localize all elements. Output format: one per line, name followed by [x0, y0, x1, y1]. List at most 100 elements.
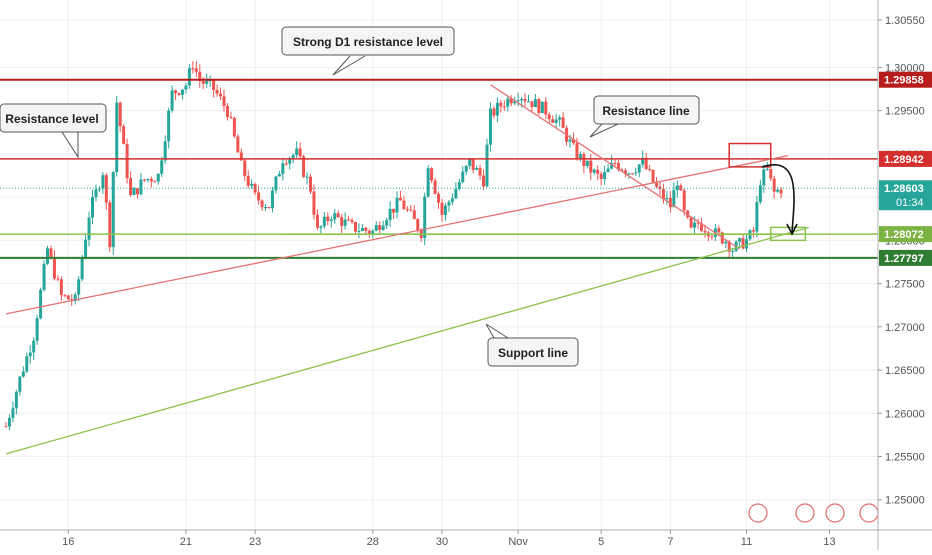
- candle-body: [454, 189, 458, 199]
- candle-body: [295, 148, 299, 156]
- candle-body: [118, 102, 122, 127]
- candle-body: [482, 175, 486, 187]
- time-tick-label: 16: [62, 536, 74, 548]
- candle-body: [703, 230, 707, 233]
- candle-body: [125, 144, 129, 179]
- candle-body: [63, 295, 67, 297]
- candle-body: [170, 90, 174, 111]
- candle-body: [111, 172, 115, 248]
- price-level-tag-text: 1.29858: [884, 75, 924, 87]
- candle-body: [613, 162, 617, 164]
- candle-body: [305, 176, 309, 178]
- candle-body: [357, 230, 361, 232]
- candle-body: [329, 219, 333, 222]
- callout-resistance-line: Resistance line: [589, 95, 700, 138]
- callout-pointer: [485, 323, 509, 339]
- candle-body: [668, 197, 672, 208]
- candle-body: [468, 158, 472, 166]
- callout-box: [281, 26, 455, 56]
- candle-body: [509, 98, 513, 104]
- candle-body: [485, 144, 489, 187]
- candle-body: [540, 101, 544, 114]
- candle-body: [696, 222, 700, 224]
- candle-body: [153, 181, 157, 183]
- candle-body: [450, 198, 454, 202]
- time-tick-label: 30: [436, 536, 448, 548]
- price-axis[interactable]: 1.305501.300001.295001.290001.285001.280…: [878, 15, 925, 507]
- time-axis[interactable]: 16 21 23 28 30 Nov 5 7 11 13: [62, 530, 836, 548]
- candle-body: [568, 139, 572, 142]
- candle-body: [42, 263, 46, 290]
- candle-body: [146, 178, 150, 180]
- candle-body: [66, 295, 70, 300]
- candle-body: [184, 85, 188, 90]
- candle-body: [333, 213, 337, 220]
- candle-body: [353, 222, 357, 232]
- candle-body: [776, 189, 780, 192]
- candle-body: [232, 117, 236, 137]
- candle-body: [430, 168, 434, 181]
- candle-body: [547, 114, 551, 120]
- candle-body: [21, 371, 25, 377]
- candle-body: [475, 168, 479, 170]
- candle-body: [264, 207, 268, 209]
- candle-body: [229, 116, 233, 118]
- candle-body: [336, 213, 340, 218]
- candle-body: [367, 230, 371, 234]
- callout-text: Strong D1 resistance level: [293, 35, 443, 49]
- callout-pointer: [589, 123, 619, 138]
- callout-text: Resistance line: [602, 104, 690, 118]
- candle-body: [731, 250, 735, 252]
- candle-body: [156, 173, 160, 182]
- candle-body: [322, 216, 326, 227]
- candle-body: [284, 163, 288, 165]
- candle-body: [478, 168, 482, 176]
- candle-body: [101, 175, 105, 189]
- watermark-mark: [748, 503, 768, 523]
- callout-box: [0, 103, 107, 133]
- candle-body: [724, 241, 728, 244]
- candle-body: [412, 210, 416, 220]
- candle-body: [578, 154, 582, 159]
- candle-body: [191, 68, 195, 70]
- descending-resistance-line: [490, 84, 740, 250]
- price-tick-label: 1.26000: [885, 408, 925, 420]
- candle-body: [395, 197, 399, 213]
- candle-body: [571, 139, 575, 144]
- candle-body: [14, 391, 18, 409]
- candle-body: [596, 169, 600, 174]
- candle-body: [506, 98, 510, 107]
- candle-body: [433, 180, 437, 194]
- candle-body: [603, 172, 607, 179]
- price-labels: 1.29858 1.28942 1.28072 1.27797 1.28603 01:34: [879, 71, 932, 266]
- candle-body: [457, 182, 461, 190]
- candle-body: [49, 248, 53, 258]
- watermark-mark: [825, 503, 845, 523]
- candle-body: [312, 191, 316, 215]
- candle-body: [371, 230, 375, 234]
- candle-body: [7, 417, 11, 427]
- candle-body: [779, 189, 783, 194]
- price-level-tag-text: 1.28072: [884, 229, 924, 241]
- time-tick-label: Nov: [508, 536, 528, 548]
- candle-body: [492, 108, 496, 116]
- candle-body: [634, 172, 638, 174]
- candle-body: [717, 228, 721, 233]
- trendlines: [5, 84, 809, 455]
- candle-body: [627, 173, 631, 175]
- candle-body: [495, 102, 499, 116]
- candle-body: [616, 162, 620, 170]
- candle-body: [381, 225, 385, 230]
- candle-body: [180, 89, 184, 95]
- candle-body: [77, 279, 81, 295]
- price-tick-label: 1.25500: [885, 452, 925, 464]
- callout-box: [487, 337, 579, 367]
- candle-body: [426, 168, 430, 197]
- candle-body: [440, 202, 444, 215]
- candle-body: [142, 179, 146, 181]
- price-tick-label: 1.26500: [885, 365, 925, 377]
- candle-body: [239, 152, 243, 161]
- candle-body: [762, 169, 766, 186]
